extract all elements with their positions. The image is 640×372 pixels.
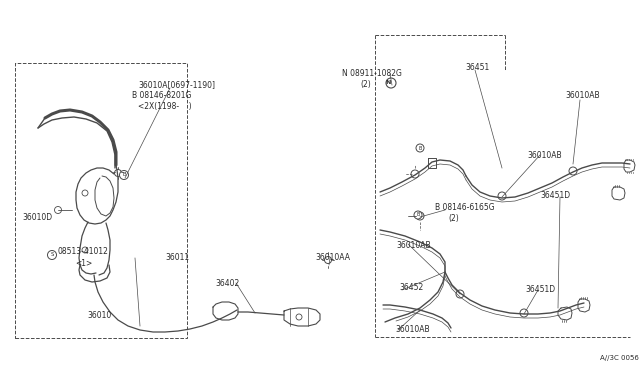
Text: 08513-41012: 08513-41012 (58, 247, 109, 257)
Text: 36010AB: 36010AB (565, 92, 600, 100)
Text: A//3C 0056: A//3C 0056 (600, 355, 639, 361)
Text: B: B (122, 173, 126, 177)
Circle shape (456, 290, 464, 298)
Circle shape (520, 309, 528, 317)
Circle shape (569, 167, 577, 175)
Text: 36010AB: 36010AB (396, 241, 431, 250)
Text: <1>: <1> (75, 259, 92, 267)
Text: 36451D: 36451D (525, 285, 555, 295)
Circle shape (498, 192, 506, 200)
Text: 36010AB: 36010AB (527, 151, 562, 160)
Text: 36010AB: 36010AB (395, 326, 429, 334)
Circle shape (416, 144, 424, 152)
Text: 36010A[0697-1190]: 36010A[0697-1190] (138, 80, 215, 90)
Circle shape (120, 170, 129, 180)
Text: 36451D: 36451D (540, 190, 570, 199)
Text: N: N (385, 80, 390, 86)
Circle shape (416, 212, 424, 220)
Text: (2): (2) (360, 80, 371, 90)
Text: 36452: 36452 (399, 283, 423, 292)
Text: 36010D: 36010D (22, 214, 52, 222)
Circle shape (414, 211, 422, 219)
Circle shape (115, 170, 122, 176)
Text: 36402: 36402 (215, 279, 239, 288)
Circle shape (324, 257, 332, 263)
Text: B 08146-8201G: B 08146-8201G (132, 92, 191, 100)
Text: B: B (416, 212, 420, 218)
Circle shape (411, 170, 419, 178)
Text: N 08911-1082G: N 08911-1082G (342, 70, 402, 78)
Bar (15, 63, 187, 338)
Text: 36010: 36010 (88, 311, 112, 320)
Text: B 08146-6165G: B 08146-6165G (435, 203, 495, 212)
Text: S: S (51, 253, 54, 257)
Text: 36010AA: 36010AA (315, 253, 350, 263)
Text: 36451: 36451 (465, 64, 489, 73)
Text: 36011: 36011 (165, 253, 189, 262)
Text: <2X(1198-    ): <2X(1198- ) (138, 103, 191, 112)
Circle shape (47, 250, 56, 260)
Text: (2): (2) (448, 215, 459, 224)
Text: B: B (419, 145, 422, 151)
Circle shape (386, 78, 396, 88)
